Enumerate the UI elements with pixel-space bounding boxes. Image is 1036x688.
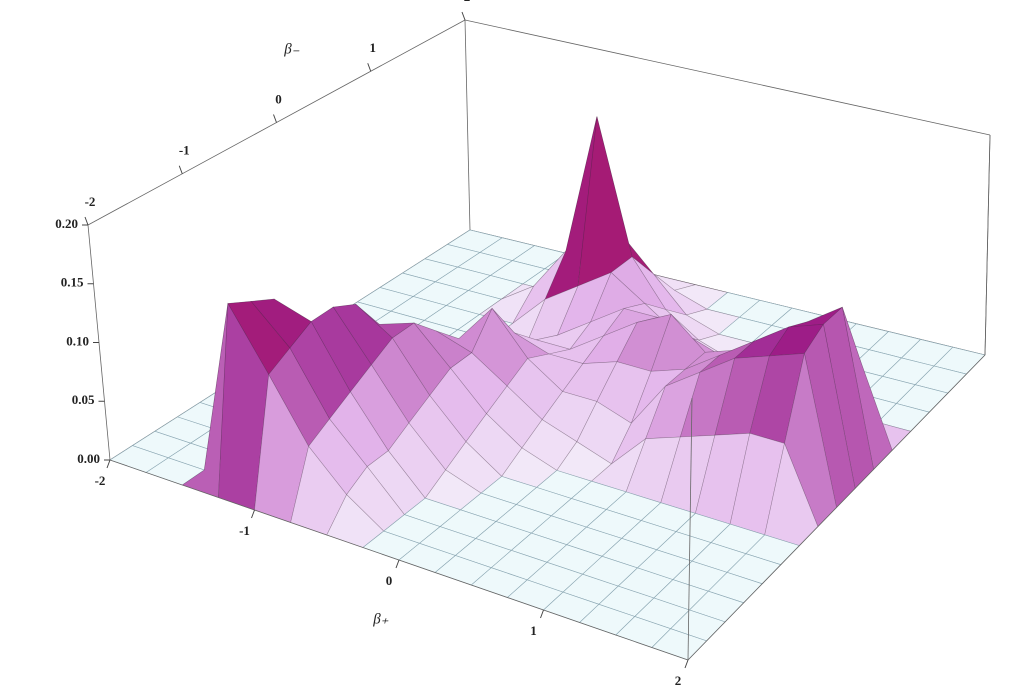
x-axis-label: β₊ xyxy=(372,611,388,627)
box-edge xyxy=(687,354,986,661)
y-tick-label: -2 xyxy=(85,194,96,209)
x-tick xyxy=(540,609,544,619)
z-tick-label: 0.05 xyxy=(72,392,95,407)
box-edge xyxy=(984,134,991,356)
x-tick xyxy=(395,559,400,569)
z-tick-label: 0.15 xyxy=(61,275,84,290)
z-tick-label: 0.00 xyxy=(77,451,100,466)
y-tick xyxy=(84,216,89,226)
y-tick xyxy=(461,11,466,21)
y-axis-label: β₋ xyxy=(283,41,299,57)
z-tick-label: 0.20 xyxy=(55,216,78,231)
x-tick xyxy=(106,459,111,469)
z-tick-label: 0.10 xyxy=(66,333,89,348)
y-tick xyxy=(178,165,183,174)
box-edge xyxy=(687,397,693,661)
x-tick-label: 1 xyxy=(530,623,537,638)
y-tick-label: 2 xyxy=(464,0,471,4)
x-tick-label: 2 xyxy=(675,673,682,688)
x-tick-label: 0 xyxy=(386,573,393,588)
y-tick-label: 1 xyxy=(370,40,377,55)
y-tick xyxy=(273,114,277,123)
box-edge xyxy=(464,19,991,136)
x-tick-label: -2 xyxy=(95,473,106,488)
box-edge xyxy=(464,19,471,231)
y-tick-label: -1 xyxy=(179,143,190,158)
x-tick xyxy=(684,659,689,669)
y-tick xyxy=(367,63,372,72)
x-tick xyxy=(251,509,255,519)
y-tick-label: 0 xyxy=(275,91,282,106)
x-tick-label: -1 xyxy=(239,523,250,538)
